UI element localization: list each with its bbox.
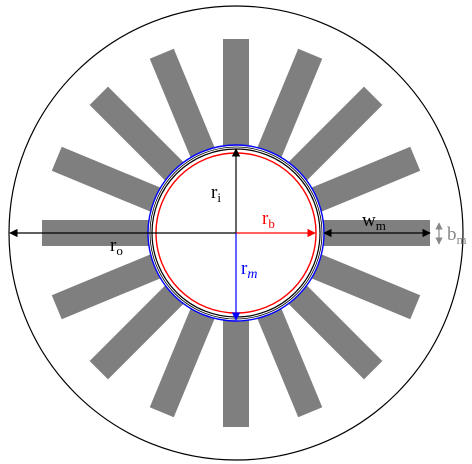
- magnet-bar: [149, 303, 217, 418]
- magnet-bar: [51, 146, 166, 214]
- magnet-bar: [223, 39, 249, 151]
- magnet-bar: [306, 146, 421, 214]
- wm-label: wm: [362, 210, 386, 233]
- magnet-bar: [149, 48, 217, 163]
- outer-circle: [8, 5, 464, 461]
- magnet-bar: [51, 252, 166, 320]
- ri-label: ri: [211, 182, 221, 205]
- magnet-bar: [255, 303, 323, 418]
- rb-label: rb: [262, 208, 275, 231]
- magnet-bar: [284, 86, 383, 185]
- magnet-bar: [89, 281, 188, 380]
- magnet-bar: [89, 86, 188, 185]
- magnet-bar: [255, 48, 323, 163]
- ro-label: ro: [110, 235, 123, 258]
- magnet-bar: [284, 281, 383, 380]
- magnet-bar: [223, 315, 249, 427]
- magnet-bar: [306, 252, 421, 320]
- rm-label: rm: [241, 258, 257, 282]
- bm-label: bm: [447, 224, 467, 247]
